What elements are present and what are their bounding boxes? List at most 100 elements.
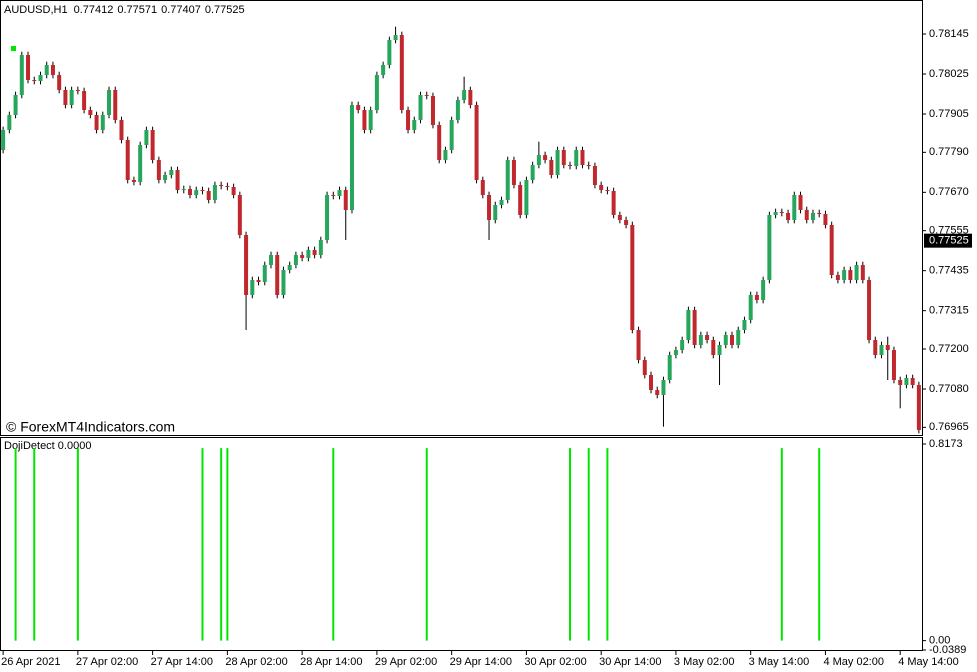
symbol: AUDUSD,H1 bbox=[4, 4, 68, 16]
candle-body bbox=[630, 225, 635, 330]
candle-body bbox=[711, 340, 716, 355]
candle-body bbox=[406, 110, 411, 130]
candle-body bbox=[611, 191, 616, 215]
candle-body bbox=[742, 320, 747, 330]
candle-body bbox=[642, 360, 647, 375]
header-close: 0.77525 bbox=[205, 4, 245, 16]
candle-body bbox=[100, 115, 105, 130]
candle-body bbox=[754, 295, 759, 300]
candle-body bbox=[673, 350, 678, 355]
candle-body bbox=[586, 165, 591, 166]
candle-body bbox=[580, 150, 585, 165]
candle-body bbox=[842, 270, 847, 280]
candle-body bbox=[262, 265, 267, 282]
x-tick-label: 27 Apr 02:00 bbox=[76, 656, 138, 668]
candle-body bbox=[449, 120, 454, 150]
candle-body bbox=[736, 330, 741, 345]
candle-body bbox=[268, 255, 273, 265]
y-tick-label: 0.77670 bbox=[929, 186, 969, 198]
candle-body bbox=[1, 130, 6, 150]
y-tick-label: 0.77435 bbox=[929, 265, 969, 277]
candle-body bbox=[337, 190, 342, 196]
candle-body bbox=[7, 115, 12, 130]
candle-body bbox=[798, 195, 803, 210]
candle-body bbox=[318, 240, 323, 255]
candle-body bbox=[212, 185, 217, 200]
candle-body bbox=[188, 189, 193, 195]
candle-body bbox=[524, 180, 529, 215]
candle-body bbox=[493, 205, 498, 220]
candle-body bbox=[574, 150, 579, 166]
candle-body bbox=[705, 335, 710, 340]
candle-body bbox=[150, 130, 155, 160]
candle-body bbox=[829, 225, 834, 275]
candle-body bbox=[356, 105, 361, 110]
signal-marker bbox=[11, 46, 16, 51]
candle-body bbox=[817, 213, 822, 214]
y-tick-label: 0.77790 bbox=[929, 146, 969, 158]
candle-body bbox=[200, 190, 205, 191]
candle-body bbox=[287, 265, 292, 270]
candle-body bbox=[82, 91, 87, 110]
candle-body bbox=[649, 375, 654, 390]
candle-body bbox=[418, 95, 423, 120]
candle-body bbox=[331, 195, 336, 196]
candle-body bbox=[424, 95, 429, 96]
x-tick-label: 4 May 14:00 bbox=[898, 656, 959, 668]
candle-body bbox=[119, 120, 124, 140]
candle-body bbox=[848, 270, 853, 280]
candle-body bbox=[655, 390, 660, 395]
candle-body bbox=[44, 65, 49, 75]
candle-body bbox=[393, 35, 398, 40]
candle-body bbox=[617, 215, 622, 220]
candle-body bbox=[511, 160, 516, 185]
candle-body bbox=[312, 250, 317, 255]
candle-body bbox=[599, 185, 604, 190]
candle-body bbox=[773, 212, 778, 215]
candle-body bbox=[767, 215, 772, 280]
candle-body bbox=[605, 190, 610, 191]
candle-body bbox=[561, 150, 566, 165]
main-panel bbox=[0, 0, 923, 436]
y-tick-label: 0.77200 bbox=[929, 343, 969, 355]
candle-body bbox=[555, 150, 560, 175]
candle-body bbox=[505, 160, 510, 200]
candle-body bbox=[474, 105, 479, 180]
y-tick-label: 0.76965 bbox=[929, 421, 969, 433]
candle-body bbox=[293, 255, 298, 265]
candle-body bbox=[237, 195, 242, 235]
candle-body bbox=[487, 195, 492, 220]
x-tick-label: 30 Apr 02:00 bbox=[524, 656, 586, 668]
candle-body bbox=[462, 90, 467, 100]
candle-body bbox=[19, 55, 24, 95]
candle-body bbox=[779, 212, 784, 213]
candle-body bbox=[860, 265, 865, 280]
candle-body bbox=[686, 310, 691, 340]
x-tick-label: 3 May 14:00 bbox=[749, 656, 810, 668]
candle-body bbox=[412, 120, 417, 130]
candle-body bbox=[530, 165, 535, 180]
candle-body bbox=[175, 170, 180, 190]
candle-body bbox=[761, 280, 766, 300]
candle-body bbox=[879, 345, 884, 355]
candle-body bbox=[455, 100, 460, 120]
y-tick-label: 0.8173 bbox=[929, 438, 963, 450]
candle-body bbox=[275, 255, 280, 295]
candle-body bbox=[50, 65, 55, 75]
candle-body bbox=[32, 80, 37, 81]
candle-body bbox=[499, 200, 504, 205]
y-tick-label: 0.77905 bbox=[929, 108, 969, 120]
candle-body bbox=[804, 210, 809, 220]
candle-body bbox=[368, 110, 373, 130]
candle-body bbox=[374, 75, 379, 110]
y-tick-label: 0.78025 bbox=[929, 68, 969, 80]
candle-body bbox=[69, 90, 74, 105]
candle-body bbox=[636, 330, 641, 360]
candle-body bbox=[810, 213, 815, 220]
candle-body bbox=[131, 180, 136, 182]
header-low: 0.77407 bbox=[161, 4, 201, 16]
candle-body bbox=[898, 380, 903, 385]
candle-body bbox=[437, 125, 442, 160]
indicator-panel bbox=[0, 437, 923, 651]
